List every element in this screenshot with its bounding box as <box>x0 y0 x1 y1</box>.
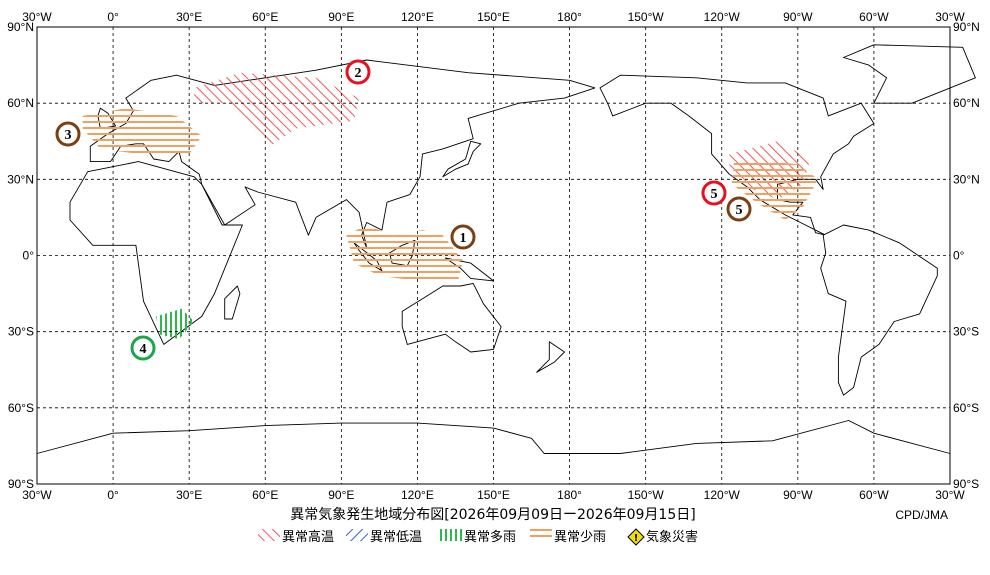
legend-label: 異常高温 <box>282 529 334 545</box>
marker-ring <box>130 335 156 361</box>
marker-label: 2 <box>355 66 362 81</box>
legend-label: 気象災害 <box>646 529 698 545</box>
lon-label-top: 30°W <box>935 10 965 24</box>
lat-label-right: 90°S <box>953 477 979 491</box>
lon-label-bottom: 180° <box>557 488 582 502</box>
lon-label-bottom: 30°W <box>22 488 52 502</box>
lon-label-top: 60°E <box>252 10 278 24</box>
lon-label-top: 30°E <box>176 10 202 24</box>
lon-label-top: 180° <box>557 10 582 24</box>
credit: CPD/JMA <box>895 508 948 522</box>
lat-label-right: 30°S <box>953 325 979 339</box>
marker-label: 4 <box>140 342 147 357</box>
lon-label-top: 120°W <box>704 10 741 24</box>
marker-ring <box>726 196 752 222</box>
legend: 異常高温 異常低温 異常多雨 異常少雨! 気象災害 <box>258 528 698 546</box>
lon-label-bottom: 150°E <box>477 488 510 502</box>
lon-label-top: 0° <box>107 10 119 24</box>
lat-label-left: 90°N <box>7 20 34 34</box>
lat-label-left: 60°S <box>8 401 34 415</box>
anomaly-dry <box>82 108 202 154</box>
legend-swatch <box>530 529 552 541</box>
legend-swatch <box>440 529 462 541</box>
lon-label-bottom: 120°W <box>704 488 741 502</box>
anomaly-areas <box>82 72 819 340</box>
legend-swatch <box>346 529 368 541</box>
lon-label-top: 120°E <box>401 10 434 24</box>
lon-label-top: 150°E <box>477 10 510 24</box>
lat-label-right: 90°N <box>953 20 980 34</box>
lon-label-bottom: 90°W <box>783 488 813 502</box>
anomaly-hot <box>194 72 360 147</box>
lat-label-right: 0° <box>953 249 965 263</box>
lon-label-bottom: 30°E <box>176 488 202 502</box>
lon-label-top: 150°W <box>628 10 665 24</box>
lat-label-right: 60°N <box>953 96 980 110</box>
lat-label-left: 30°S <box>8 325 34 339</box>
land-samerica <box>820 224 938 396</box>
legend-icon-mark: ! <box>634 533 639 544</box>
marker-label: 1 <box>460 231 467 246</box>
marker-label: 5 <box>736 203 743 218</box>
graticule: 30°W30°W0°0°30°E30°E60°E60°E90°E90°E120°… <box>7 10 980 502</box>
lat-label-left: 90°S <box>8 477 34 491</box>
legend-icon <box>627 528 645 546</box>
marker-label: 5 <box>711 187 718 202</box>
marker-ring <box>345 59 371 85</box>
map-title: 異常気象発生地域分布図[2026年09月09日ー2026年09月15日] <box>290 507 695 523</box>
legend-label: 異常低温 <box>370 530 422 545</box>
lon-label-top: 90°E <box>328 10 354 24</box>
lat-label-right: 60°S <box>953 401 979 415</box>
marker-ring <box>450 224 476 250</box>
marker-ring <box>55 121 81 147</box>
anomaly-dry <box>731 159 819 220</box>
lon-label-bottom: 30°W <box>935 488 965 502</box>
lat-label-left: 60°N <box>7 96 34 110</box>
lat-label-left: 30°N <box>7 172 34 186</box>
lon-label-bottom: 60°W <box>859 488 889 502</box>
land-japan <box>442 140 482 178</box>
legend-label: 異常少雨 <box>554 530 606 545</box>
markers: 1 2 3 4 5 5 <box>55 59 752 361</box>
lon-label-top: 60°W <box>859 10 889 24</box>
lon-label-bottom: 150°W <box>628 488 665 502</box>
lon-label-bottom: 60°E <box>252 488 278 502</box>
land-australia <box>401 282 502 353</box>
lon-label-top: 90°W <box>783 10 813 24</box>
marker-label: 3 <box>65 128 72 143</box>
lon-label-bottom: 120°E <box>401 488 434 502</box>
land-greenland <box>843 44 976 104</box>
land-madagascar <box>224 285 241 320</box>
legend-label: 異常多雨 <box>464 530 516 545</box>
land-nz <box>536 341 565 373</box>
lat-label-left: 0° <box>23 249 35 263</box>
anomaly-dry <box>346 225 464 281</box>
legend-swatch <box>258 529 280 541</box>
marker-ring <box>701 180 727 206</box>
lon-label-bottom: 90°E <box>328 488 354 502</box>
lat-label-right: 30°N <box>953 172 980 186</box>
lon-label-bottom: 0° <box>107 488 119 502</box>
lon-label-top: 30°W <box>22 10 52 24</box>
land <box>36 44 976 485</box>
map-frame <box>36 26 951 485</box>
